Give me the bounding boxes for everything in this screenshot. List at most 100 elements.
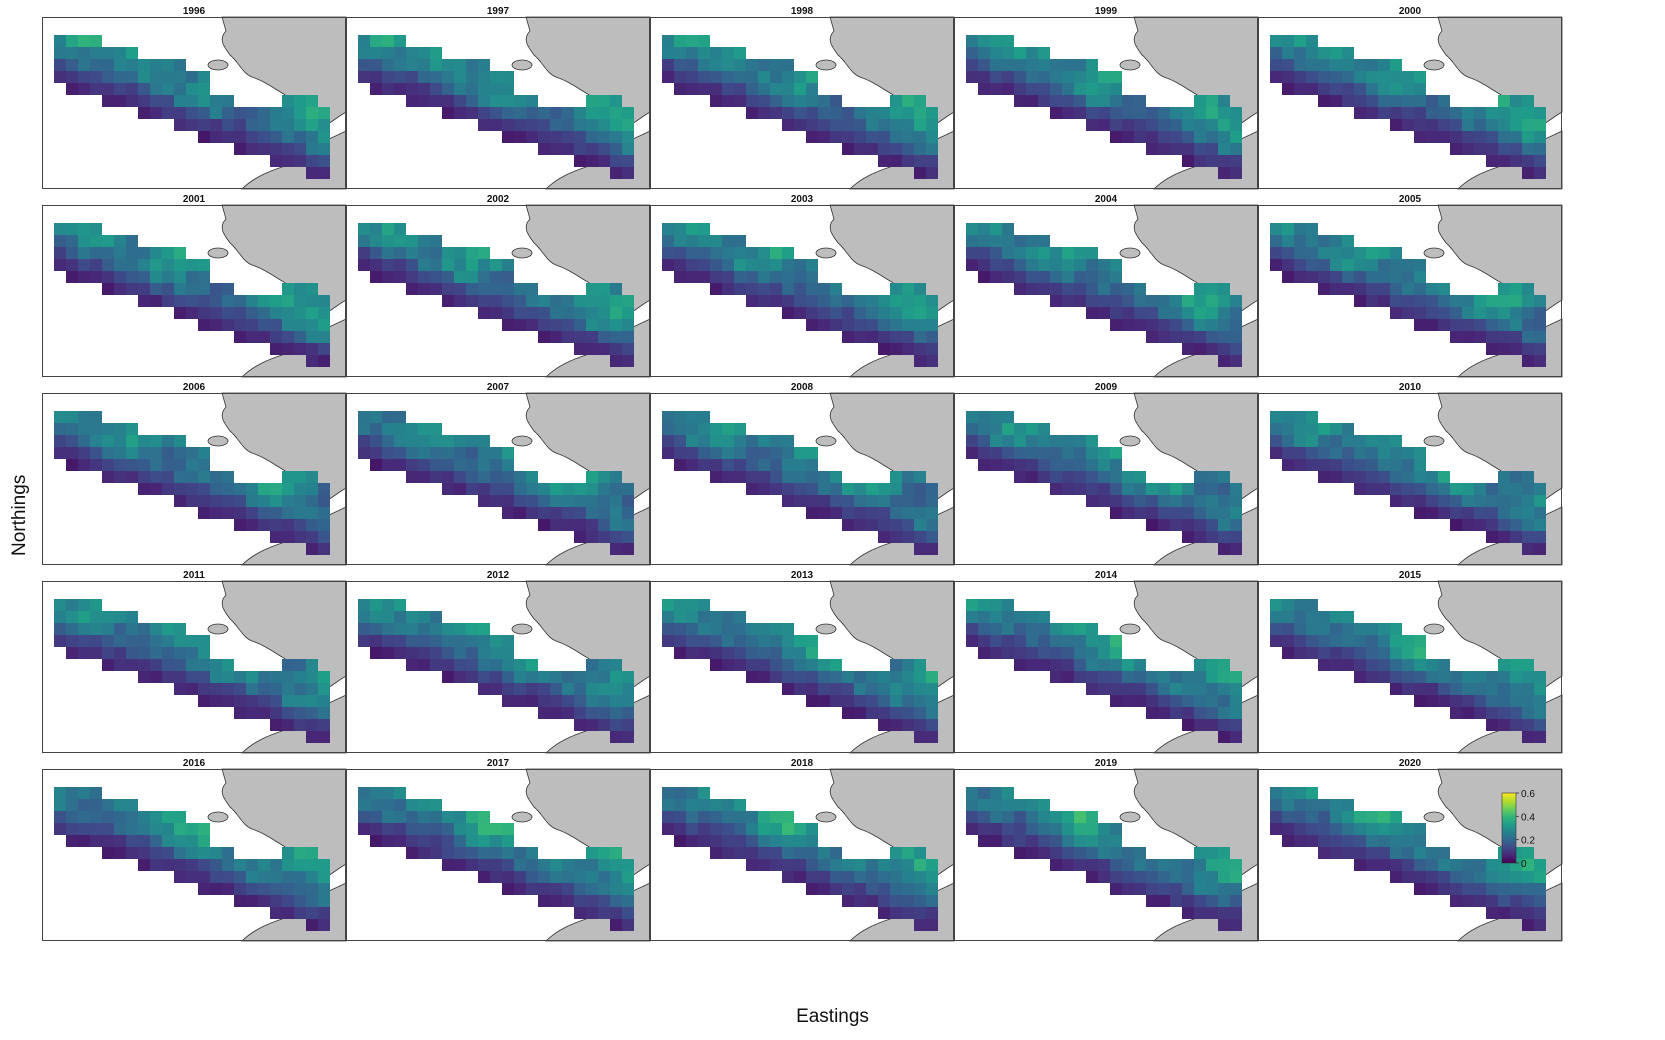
heatmap-cell: [1098, 647, 1110, 659]
heatmap-cell: [126, 271, 138, 283]
heatmap-cell: [562, 131, 574, 143]
heatmap-cell: [830, 695, 842, 707]
heatmap-cell: [1074, 71, 1086, 83]
heatmap-cell: [1354, 647, 1366, 659]
heatmap-cell: [1510, 895, 1522, 907]
heatmap-cell: [842, 295, 854, 307]
heatmap-cell: [126, 283, 138, 295]
heatmap-cell: [1306, 787, 1318, 799]
heatmap-cell: [1498, 495, 1510, 507]
heatmap-cell: [1270, 435, 1282, 447]
heatmap-cell: [926, 707, 938, 719]
heatmap-cell: [1014, 847, 1026, 859]
heatmap-cell: [550, 683, 562, 695]
heatmap-cell: [854, 871, 866, 883]
heatmap-cell: [1450, 307, 1462, 319]
heatmap-cell: [442, 635, 454, 647]
heatmap-cell: [502, 659, 514, 671]
colorbar: [1501, 792, 1517, 864]
heatmap-cell: [90, 271, 102, 283]
heatmap-cell: [1050, 259, 1062, 271]
heatmap-cell: [1330, 471, 1342, 483]
heatmap-cell: [114, 835, 126, 847]
heatmap-cell: [598, 331, 610, 343]
heatmap-cell: [78, 635, 90, 647]
heatmap-cell: [102, 447, 114, 459]
heatmap-cell: [914, 343, 926, 355]
heatmap-cell: [1110, 883, 1122, 895]
heatmap-cell: [806, 871, 818, 883]
heatmap-cell: [1366, 247, 1378, 259]
heatmap-cell: [1182, 143, 1194, 155]
heatmap-cell: [1074, 635, 1086, 647]
heatmap-cell: [1366, 59, 1378, 71]
heatmap-cell: [1170, 519, 1182, 531]
heatmap-cell: [1050, 59, 1062, 71]
heatmap-cell: [1206, 107, 1218, 119]
heatmap-cell: [734, 235, 746, 247]
heatmap-cell: [1306, 259, 1318, 271]
heatmap-cell: [842, 519, 854, 531]
heatmap-cell: [806, 823, 818, 835]
heatmap-cell: [746, 671, 758, 683]
heatmap-cell: [574, 483, 586, 495]
heatmap-cell: [1194, 155, 1206, 167]
heatmap-cell: [174, 247, 186, 259]
heatmap-cell: [406, 435, 418, 447]
heatmap-cell: [1462, 671, 1474, 683]
heatmap-cell: [174, 847, 186, 859]
heatmap-cell: [394, 83, 406, 95]
heatmap-cell: [210, 883, 222, 895]
heatmap-cell: [610, 355, 622, 367]
heatmap-cell: [1462, 319, 1474, 331]
heatmap-cell: [1002, 635, 1014, 647]
heatmap-cell: [914, 683, 926, 695]
heatmap-cell: [78, 623, 90, 635]
heatmap-cell: [598, 671, 610, 683]
heatmap-cell: [90, 411, 102, 423]
heatmap-cell: [478, 295, 490, 307]
heatmap-cell: [1014, 659, 1026, 671]
panel-border: [42, 205, 346, 377]
heatmap-cell: [1402, 871, 1414, 883]
heatmap-cell: [854, 119, 866, 131]
heatmap-cell: [1098, 859, 1110, 871]
heatmap-cell: [162, 95, 174, 107]
heatmap-cell: [466, 483, 478, 495]
panel-title: 2019: [1095, 758, 1118, 769]
heatmap-cell: [1086, 671, 1098, 683]
heatmap-cell: [502, 295, 514, 307]
heatmap-cell: [1354, 811, 1366, 823]
heatmap-cell: [222, 495, 234, 507]
heatmap-cell: [1282, 83, 1294, 95]
heatmap-cell: [66, 835, 78, 847]
heatmap-cell: [490, 471, 502, 483]
heatmap-cell: [698, 623, 710, 635]
heatmap-cell: [1354, 447, 1366, 459]
heatmap-cell: [1170, 143, 1182, 155]
heatmap-cell: [782, 71, 794, 83]
heatmap-cell: [1098, 871, 1110, 883]
heatmap-cell: [686, 647, 698, 659]
heatmap-cell: [914, 731, 926, 743]
heatmap-cell: [1390, 823, 1402, 835]
heatmap-cell: [854, 143, 866, 155]
heatmap-cell: [1510, 319, 1522, 331]
panel-title: 2011: [183, 570, 205, 581]
heatmap-cell: [890, 107, 902, 119]
heatmap-cell: [1206, 131, 1218, 143]
heatmap-cell: [902, 683, 914, 695]
heatmap-cell: [502, 271, 514, 283]
heatmap-cell: [1014, 647, 1026, 659]
heatmap-cell: [1318, 259, 1330, 271]
heatmap-cell: [1002, 623, 1014, 635]
heatmap-cell: [1522, 731, 1534, 743]
panel-border: [954, 581, 1258, 753]
heatmap-cell: [1122, 295, 1134, 307]
heatmap-cell: [1218, 707, 1230, 719]
heatmap-cell: [1050, 83, 1062, 95]
heatmap-cell: [1282, 787, 1294, 799]
heatmap-cell: [114, 271, 126, 283]
heatmap-cell: [66, 411, 78, 423]
heatmap-cell: [102, 435, 114, 447]
